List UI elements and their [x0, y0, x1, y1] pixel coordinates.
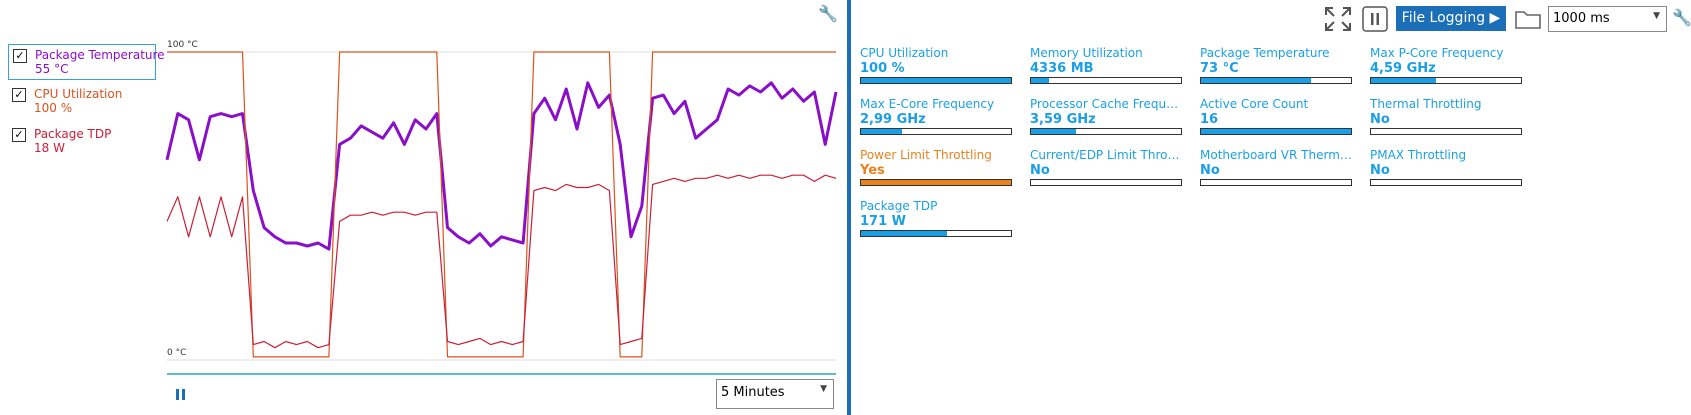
dropdown-text: 5 Minutes — [721, 385, 785, 400]
metric-value: 3,59 GHz — [1030, 112, 1096, 127]
metric: Memory Utilization 4336 MB — [1030, 46, 1182, 84]
metric-bar — [860, 77, 1012, 84]
pause-button[interactable] — [1362, 6, 1388, 32]
checkbox[interactable]: ✓ — [13, 49, 27, 63]
folder-icon[interactable] — [1514, 8, 1542, 30]
metric: Package TDP 171 W — [860, 199, 1012, 237]
metric: Motherboard VR Thermal... No — [1200, 148, 1352, 186]
metric-fill — [861, 231, 947, 236]
metric-bar — [1370, 179, 1522, 186]
series-line — [166, 174, 837, 349]
pause-icon[interactable] — [176, 389, 179, 400]
legend-value: 18 W — [34, 141, 65, 155]
chart: 100 °C 0 °C — [165, 40, 838, 400]
metric: Package Temperature 73 °C — [1200, 46, 1352, 84]
expand-icon[interactable] — [1324, 6, 1352, 32]
metric-fill — [861, 129, 902, 134]
metric-fill — [1201, 78, 1311, 83]
metric-fill — [1201, 129, 1351, 134]
metric-value: No — [1370, 112, 1390, 127]
metric-value: No — [1200, 163, 1220, 178]
metric-value: Yes — [860, 163, 885, 178]
metric-bar — [1200, 77, 1352, 84]
series-line — [167, 51, 836, 358]
metric-label: PMAX Throttling — [1370, 148, 1467, 162]
metric-value: 100 % — [860, 61, 905, 76]
metric-bar — [860, 179, 1012, 186]
metric-value: 4,59 GHz — [1370, 61, 1436, 76]
metric: PMAX Throttling No — [1370, 148, 1522, 186]
settings-icon[interactable]: 🔧 — [1672, 8, 1691, 27]
interval-dropdown[interactable]: 1000 ms ▼ — [1548, 6, 1667, 32]
legend-item[interactable]: ✓ Package Temperature 55 °C — [8, 44, 165, 80]
metric-bar — [1030, 128, 1182, 135]
legend-item[interactable]: ✓ Package TDP 18 W — [8, 124, 156, 160]
metric-label: Current/EDP Limit Throttli... — [1030, 148, 1182, 162]
metric-label: Active Core Count — [1200, 97, 1309, 111]
metric-fill — [861, 180, 1011, 185]
settings-icon[interactable]: 🔧 — [818, 4, 838, 23]
timespan-dropdown[interactable]: 5 Minutes ▼ — [716, 379, 834, 409]
metric-label: Package Temperature — [1200, 46, 1330, 60]
metric-value: 171 W — [860, 214, 907, 229]
metric: Current/EDP Limit Throttli... No — [1030, 148, 1182, 186]
metric-bar — [860, 230, 1012, 237]
metric-label: CPU Utilization — [860, 46, 949, 60]
metric-bar — [1200, 179, 1352, 186]
metric-fill — [1031, 78, 1049, 83]
metric-label: Max P-Core Frequency — [1370, 46, 1504, 60]
metric-bar — [1200, 128, 1352, 135]
metric: Max E-Core Frequency 2,99 GHz — [860, 97, 1012, 135]
metric-value: 16 — [1200, 112, 1219, 127]
legend-name: Package Temperature — [35, 48, 165, 62]
series-line — [165, 81, 838, 251]
metric: Active Core Count 16 — [1200, 97, 1352, 135]
dropdown-text: 1000 ms — [1553, 11, 1610, 26]
metric-bar — [1030, 179, 1182, 186]
metric: Power Limit Throttling Yes — [860, 148, 1012, 186]
metric-fill — [1371, 78, 1436, 83]
metric-bar — [1370, 128, 1522, 135]
metric-label: Memory Utilization — [1030, 46, 1143, 60]
legend-item[interactable]: ✓ CPU Utilization 100 % — [8, 84, 156, 120]
divider — [847, 0, 851, 415]
y-tick-label: 0 °C — [167, 348, 186, 358]
metric-label: Package TDP — [860, 199, 938, 213]
metric: Max P-Core Frequency 4,59 GHz — [1370, 46, 1522, 84]
metric: Thermal Throttling No — [1370, 97, 1522, 135]
metric-bar — [860, 128, 1012, 135]
legend-name: CPU Utilization — [34, 87, 123, 101]
metric-value: 2,99 GHz — [860, 112, 926, 127]
legend-value: 55 °C — [35, 62, 69, 76]
metric-bar — [1030, 77, 1182, 84]
metric-value: No — [1370, 163, 1390, 178]
metric: Processor Cache Frequency 3,59 GHz — [1030, 97, 1182, 135]
metric-label: Power Limit Throttling — [860, 148, 992, 162]
metric: CPU Utilization 100 % — [860, 46, 1012, 84]
metric-label: Thermal Throttling — [1370, 97, 1482, 111]
y-tick-label: 100 °C — [167, 40, 198, 50]
metric-value: 73 °C — [1200, 61, 1239, 76]
checkbox[interactable]: ✓ — [12, 88, 26, 102]
pause-icon[interactable] — [182, 389, 185, 400]
checkbox[interactable]: ✓ — [12, 128, 26, 142]
legend-value: 100 % — [34, 101, 73, 115]
legend-name: Package TDP — [34, 127, 112, 141]
metric-value: 4336 MB — [1030, 61, 1094, 76]
metric-fill — [861, 78, 1011, 83]
metric-bar — [1370, 77, 1522, 84]
metric-label: Processor Cache Frequency — [1030, 97, 1182, 111]
metric-label: Max E-Core Frequency — [860, 97, 995, 111]
metric-value: No — [1030, 163, 1050, 178]
metric-label: Motherboard VR Thermal... — [1200, 148, 1352, 162]
file-logging-button[interactable]: File Logging ▶ — [1396, 6, 1506, 31]
metric-fill — [1031, 129, 1076, 134]
